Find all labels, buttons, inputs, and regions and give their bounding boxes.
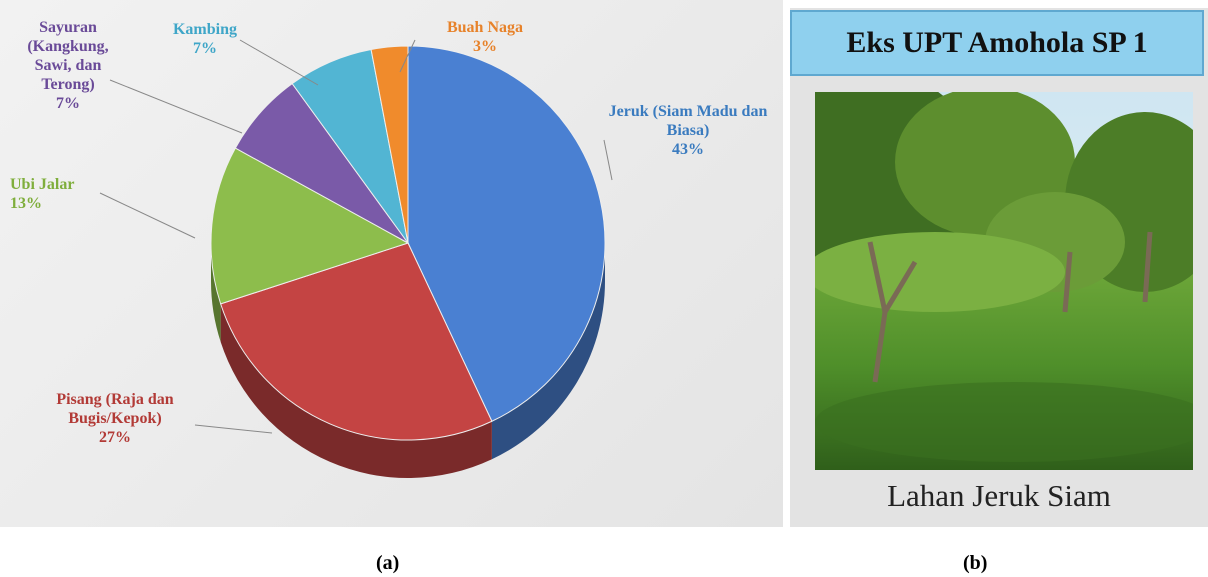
pie-slice-side: [220, 303, 492, 478]
category-label: Jeruk (Siam Madu dan Biasa): [608, 103, 768, 139]
pie-slice-side: [211, 243, 221, 342]
leader-line: [109, 79, 243, 134]
slice-label: Sayuran (Kangkung, Sawi, dan Terong) 7%: [18, 18, 118, 113]
leader-line: [399, 39, 416, 73]
slice-label: Kambing 7%: [160, 20, 250, 58]
photo: [815, 92, 1193, 470]
category-label: Buah Naga: [446, 19, 524, 36]
pie-slice: [407, 45, 606, 422]
category-label: Ubi Jalar: [10, 176, 75, 193]
panel-title: Eks UPT Amohola SP 1: [790, 10, 1204, 76]
leader-line: [99, 192, 196, 239]
value-label: 7%: [193, 40, 217, 57]
value-label: 13%: [10, 195, 42, 212]
value-label: 43%: [672, 141, 704, 158]
slice-label: Ubi Jalar 13%: [10, 175, 80, 213]
panel-b: Eks UPT Amohola SP 1 Lahan Jeruk Siam: [790, 8, 1208, 527]
category-label: Sayuran (Kangkung, Sawi, dan Terong): [27, 19, 109, 93]
leader-line: [239, 39, 319, 86]
slice-label: Buah Naga 3%: [420, 18, 550, 56]
value-label: 3%: [473, 38, 497, 55]
pie-slice: [220, 242, 493, 441]
leader-line: [194, 424, 273, 434]
value-label: 27%: [99, 429, 131, 446]
slice-label: Pisang (Raja dan Bugis/Kepok) 27%: [20, 390, 210, 447]
value-label: 7%: [56, 95, 80, 112]
pie-chart: [99, 39, 613, 478]
panel-caption: Lahan Jeruk Siam: [887, 478, 1111, 513]
category-label: Kambing: [172, 21, 237, 38]
pie-slice: [210, 147, 410, 305]
panel-label: (b): [963, 552, 988, 574]
pie-slice: [370, 45, 409, 244]
category-label: Pisang (Raja dan Bugis/Kepok): [56, 391, 174, 427]
slice-label: Jeruk (Siam Madu dan Biasa) 43%: [603, 102, 773, 159]
panel-label: (a): [376, 552, 400, 574]
panel-a: Jeruk (Siam Madu dan Biasa) 43% Pisang (Ra…: [0, 0, 783, 527]
leader-line: [603, 139, 613, 181]
